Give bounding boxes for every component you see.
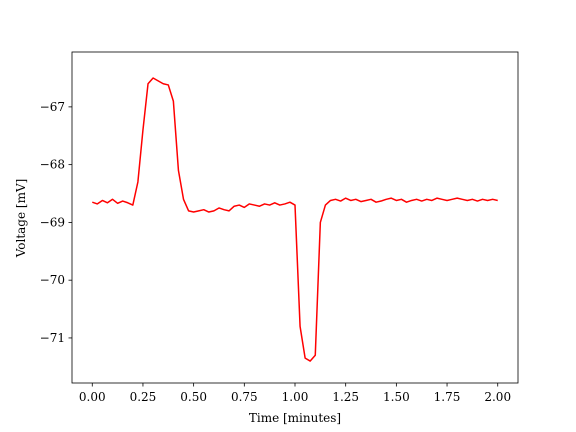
x-tick-label: 1.75 bbox=[434, 390, 461, 404]
x-tick-label: 1.50 bbox=[383, 390, 410, 404]
y-tick-label: −69 bbox=[40, 215, 65, 229]
y-tick-label: −71 bbox=[40, 331, 65, 345]
x-tick-label: 0.75 bbox=[231, 390, 258, 404]
x-tick-label: 1.00 bbox=[282, 390, 309, 404]
x-tick-label: 0.25 bbox=[130, 390, 157, 404]
data-line bbox=[92, 77, 498, 362]
x-axis-label: Time [minutes] bbox=[249, 411, 341, 425]
y-tick-label: −70 bbox=[40, 273, 65, 287]
plot-frame bbox=[71, 51, 519, 384]
y-axis-label: Voltage [mV] bbox=[14, 179, 28, 259]
x-tick-label: 0.00 bbox=[79, 390, 106, 404]
x-tick-label: 2.00 bbox=[484, 390, 511, 404]
y-tick-label: −67 bbox=[40, 100, 65, 114]
y-tick-label: −68 bbox=[40, 158, 65, 172]
x-tick-label: 0.50 bbox=[180, 390, 207, 404]
x-tick-label: 1.25 bbox=[332, 390, 359, 404]
